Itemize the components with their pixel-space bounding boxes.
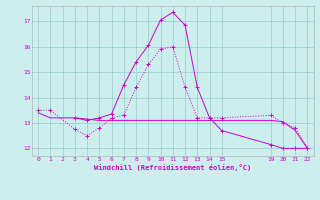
X-axis label: Windchill (Refroidissement éolien,°C): Windchill (Refroidissement éolien,°C) [94,164,252,171]
